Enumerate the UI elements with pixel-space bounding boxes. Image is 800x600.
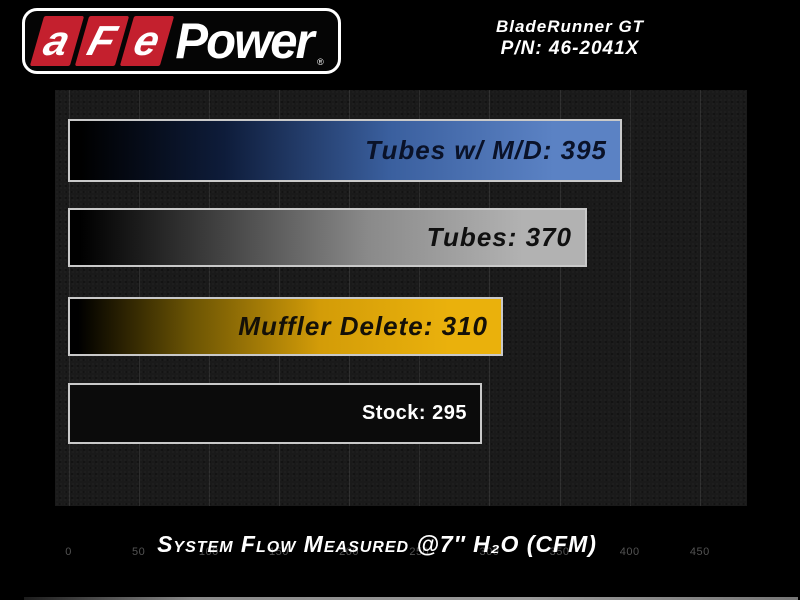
x-tick-label: 50 — [132, 546, 146, 558]
logo-red-panel: e — [119, 16, 175, 66]
product-info: BladeRunner GT P/N: 46-2041X — [455, 16, 685, 61]
gridline — [629, 90, 631, 506]
afe-power-logo: a F e Power ® — [22, 8, 341, 74]
logo-letter-a: a — [38, 17, 76, 64]
x-tick-label: 350 — [549, 546, 570, 558]
x-tick-label: 450 — [689, 546, 710, 558]
bar-muffler-delete: Muffler Delete: 310 — [68, 297, 503, 356]
logo-afe-letters: a F e — [29, 16, 175, 66]
part-number: P/N: 46-2041X — [500, 38, 640, 59]
x-tick-label: 400 — [619, 546, 640, 558]
bottom-edge-line — [24, 597, 798, 600]
bar-label: Tubes w/ M/D: 395 — [365, 135, 607, 165]
gridline — [559, 90, 561, 506]
bar-label: Tubes: 370 — [426, 222, 572, 252]
x-tick-label: 150 — [269, 546, 289, 558]
logo-wordmark-power: Power — [175, 13, 314, 69]
registered-trademark-icon: ® — [317, 57, 324, 67]
bar-stock: Stock: 295 — [68, 383, 482, 444]
x-tick-label: 300 — [479, 546, 500, 558]
bar-tubes: Tubes: 370 — [68, 208, 587, 267]
plot-area: Tubes w/ M/D: 395 Tubes: 370 Muffler Del… — [55, 90, 747, 558]
product-name: BladeRunner GT — [495, 17, 645, 36]
x-tick-label: 200 — [339, 546, 360, 558]
bar-tubes-with-md: Tubes w/ M/D: 395 — [68, 119, 622, 182]
bar-label: Stock: 295 — [361, 402, 467, 424]
x-tick-label: 100 — [198, 546, 219, 558]
chart-title: System Flow Measured @7″ H₂O (CFM) — [157, 531, 597, 557]
gridline — [699, 90, 701, 506]
logo-letter-f: F — [82, 17, 122, 64]
x-tick-label: 0 — [65, 546, 72, 558]
x-tick-label: 250 — [409, 546, 430, 558]
logo-letter-e: e — [128, 17, 166, 64]
bar-label: Muffler Delete: 310 — [238, 311, 488, 341]
